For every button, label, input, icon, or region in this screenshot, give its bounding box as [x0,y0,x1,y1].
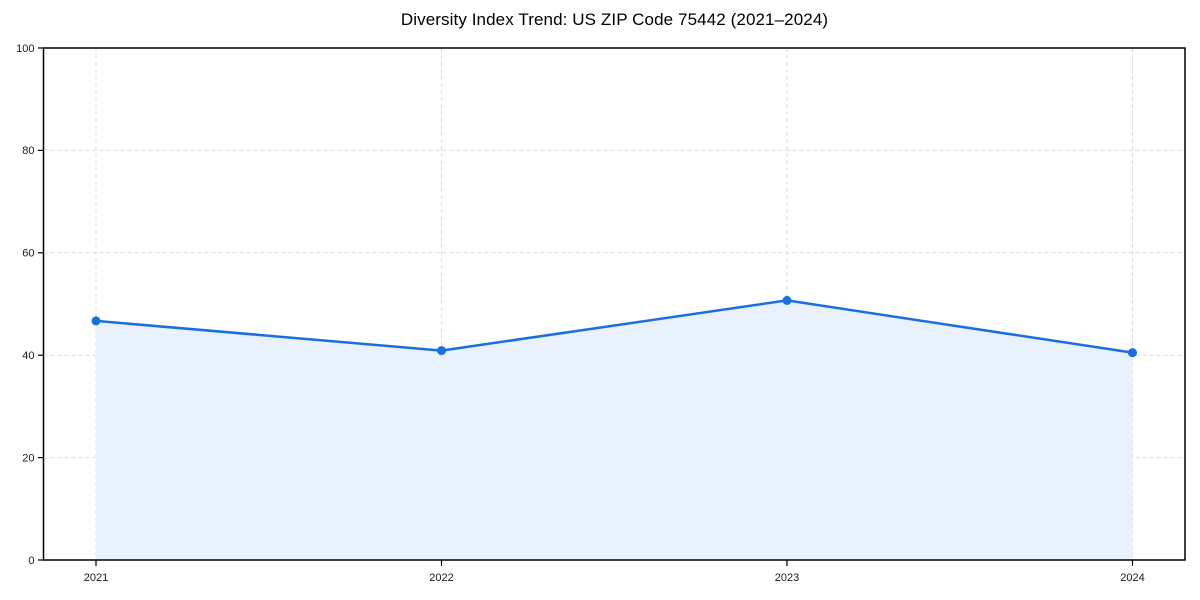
y-tick-label: 100 [16,43,34,55]
data-point-marker [1128,348,1137,358]
data-point-marker [437,346,446,356]
data-point-marker [782,295,792,305]
plot-spines [42,47,1186,561]
x-tick-label: 2021 [84,572,108,584]
trend-line [94,299,1134,354]
y-tick-label: 80 [22,145,34,157]
x-tick-label: 2023 [775,572,799,584]
chart-title: Diversity Index Trend: US ZIP Code 75442… [400,10,829,29]
y-tick-label: 60 [22,248,34,260]
x-tick-label: 2024 [1120,572,1144,584]
data-point-marker [91,316,101,326]
y-tick-label: 0 [28,555,34,567]
y-tick-label: 20 [22,452,34,464]
y-tick-label: 40 [22,350,34,362]
x-tick-label: 2022 [429,572,453,584]
area-fill [96,300,1133,560]
